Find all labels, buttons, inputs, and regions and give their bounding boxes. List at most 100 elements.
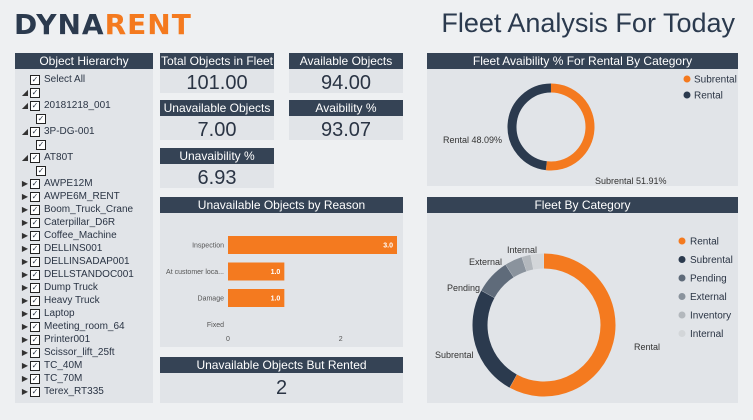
hierarchy-item[interactable]: ▶ ✓ Dump Truck xyxy=(21,281,153,294)
chevron-down-icon[interactable]: ◢ xyxy=(21,127,29,136)
hierarchy-item[interactable]: ▶ ✓ Heavy Truck xyxy=(21,294,153,307)
chevron-right-icon[interactable]: ▶ xyxy=(21,231,29,240)
item-checkbox[interactable]: ✓ xyxy=(30,321,40,332)
chevron-right-icon[interactable]: ▶ xyxy=(21,296,29,305)
chevron-right-icon[interactable]: ▶ xyxy=(21,257,29,266)
hierarchy-item[interactable]: ▶ ✓ AWPE12M xyxy=(21,177,153,190)
chevron-down-icon[interactable]: ◢ xyxy=(21,101,29,110)
root-checkbox[interactable]: ✓ xyxy=(30,87,40,98)
item-checkbox[interactable]: ✓ xyxy=(30,360,40,371)
item-checkbox[interactable]: ✓ xyxy=(30,386,40,397)
brand-logo: DYNARENT xyxy=(14,8,192,41)
chevron-right-icon[interactable]: ▶ xyxy=(21,335,29,344)
hierarchy-item[interactable]: ▶ ✓ Caterpillar_D6R xyxy=(21,216,153,229)
donut1-slice[interactable] xyxy=(507,83,552,171)
chevron-right-icon[interactable]: ▶ xyxy=(21,205,29,214)
hierarchy-item[interactable]: ◢ ✓ 20181218_001 xyxy=(21,99,153,112)
hierarchy-item[interactable]: ▶ ✓ DELLINS001 xyxy=(21,242,153,255)
hierarchy-item[interactable]: ▶ ✓ Boom_Truck_Crane xyxy=(21,203,153,216)
chevron-right-icon[interactable]: ▶ xyxy=(21,374,29,383)
hierarchy-subitem[interactable]: ✓ xyxy=(21,164,153,177)
item-checkbox[interactable]: ✓ xyxy=(30,295,40,306)
hierarchy-item[interactable]: ▶ ✓ DELLSTANDOC001 xyxy=(21,268,153,281)
item-checkbox[interactable]: ✓ xyxy=(30,100,40,111)
hierarchy-tree: ✓ Select All ◢ ✓ ◢ ✓ 20181218_001 ✓ ◢ ✓ 3P-DG-… xyxy=(15,69,153,398)
chevron-down-icon[interactable]: ◢ xyxy=(21,153,29,162)
item-checkbox[interactable]: ✓ xyxy=(30,256,40,267)
legend-marker xyxy=(678,330,686,337)
chevron-right-icon[interactable]: ▶ xyxy=(21,270,29,279)
hierarchy-item[interactable]: ◢ ✓ AT80T xyxy=(21,151,153,164)
kpi-available-title: Available Objects xyxy=(289,53,403,69)
item-checkbox[interactable]: ✓ xyxy=(30,308,40,319)
chevron-right-icon[interactable]: ▶ xyxy=(21,179,29,188)
donut2-slice[interactable] xyxy=(509,253,616,397)
item-checkbox[interactable]: ✓ xyxy=(30,373,40,384)
donut2-slice[interactable] xyxy=(521,254,534,272)
chevron-right-icon[interactable]: ▶ xyxy=(21,322,29,331)
bar[interactable] xyxy=(228,289,285,307)
hierarchy-item[interactable]: ◢ ✓ 3P-DG-001 xyxy=(21,125,153,138)
hierarchy-item[interactable]: ▶ ✓ Scissor_lift_25ft xyxy=(21,346,153,359)
item-checkbox[interactable]: ✓ xyxy=(30,191,40,202)
hierarchy-item[interactable]: ▶ ✓ AWPE6M_RENT xyxy=(21,190,153,203)
item-checkbox[interactable]: ✓ xyxy=(30,282,40,293)
donut2-slice[interactable] xyxy=(472,290,518,388)
hierarchy-item[interactable]: ▶ ✓ Meeting_room_64 xyxy=(21,320,153,333)
item-checkbox[interactable]: ✓ xyxy=(30,334,40,345)
hierarchy-item[interactable]: ▶ ✓ Terex_RT335 xyxy=(21,385,153,398)
donut2-slice[interactable] xyxy=(530,253,544,270)
item-checkbox[interactable]: ✓ xyxy=(30,217,40,228)
chevron-right-icon[interactable]: ▶ xyxy=(21,361,29,370)
chevron-right-icon[interactable]: ▶ xyxy=(21,283,29,292)
subitem-checkbox[interactable]: ✓ xyxy=(36,139,46,150)
legend-label: Subrental xyxy=(690,255,733,266)
donut1-slice[interactable] xyxy=(545,83,595,171)
root-node-row[interactable]: ◢ ✓ xyxy=(21,86,153,99)
bar-category-label: At customer loca... xyxy=(166,269,224,276)
object-hierarchy-title: Object Hierarchy xyxy=(15,53,153,69)
legend-marker xyxy=(683,91,691,99)
hierarchy-subitem[interactable]: ✓ xyxy=(21,112,153,125)
hierarchy-item[interactable]: ▶ ✓ Printer001 xyxy=(21,333,153,346)
hierarchy-item[interactable]: ▶ ✓ TC_40M xyxy=(21,359,153,372)
hierarchy-subitem[interactable]: ✓ xyxy=(21,138,153,151)
subitem-checkbox[interactable]: ✓ xyxy=(36,165,46,176)
donut2-outer-label: Pending xyxy=(447,283,480,293)
kpi-availability-value: 93.07 xyxy=(320,119,372,141)
chevron-right-icon[interactable]: ▶ xyxy=(21,218,29,227)
chevron-down-icon[interactable]: ◢ xyxy=(21,88,29,97)
chevron-right-icon[interactable]: ▶ xyxy=(21,244,29,253)
item-checkbox[interactable]: ✓ xyxy=(30,204,40,215)
bar-value-label: 1.0 xyxy=(271,296,281,303)
subitem-checkbox[interactable]: ✓ xyxy=(36,113,46,124)
hierarchy-item[interactable]: ▶ ✓ DELLINSADAP001 xyxy=(21,255,153,268)
bar-category-label: Fixed xyxy=(207,322,224,329)
item-checkbox[interactable]: ✓ xyxy=(30,152,40,163)
hierarchy-item[interactable]: ▶ ✓ TC_70M xyxy=(21,372,153,385)
select-all-row[interactable]: ✓ Select All xyxy=(21,73,153,86)
chevron-right-icon[interactable]: ▶ xyxy=(21,348,29,357)
bar[interactable] xyxy=(228,236,397,254)
item-checkbox[interactable]: ✓ xyxy=(30,126,40,137)
donut2-slice[interactable] xyxy=(481,264,514,299)
item-checkbox[interactable]: ✓ xyxy=(30,269,40,280)
hierarchy-item[interactable]: ▶ ✓ Laptop xyxy=(21,307,153,320)
kpi-total-title: Total Objects in Fleet xyxy=(160,53,274,69)
object-hierarchy-panel: Object Hierarchy ✓ Select All ◢ ✓ ◢ ✓ 2018… xyxy=(15,53,153,403)
chevron-right-icon[interactable]: ▶ xyxy=(21,192,29,201)
chevron-right-icon[interactable]: ▶ xyxy=(21,309,29,318)
legend-marker xyxy=(678,293,686,300)
legend-marker xyxy=(678,311,686,319)
item-checkbox[interactable]: ✓ xyxy=(30,230,40,241)
item-checkbox[interactable]: ✓ xyxy=(30,243,40,254)
chevron-right-icon[interactable]: ▶ xyxy=(21,387,29,396)
select-all-checkbox[interactable]: ✓ xyxy=(30,74,40,85)
item-checkbox[interactable]: ✓ xyxy=(30,178,40,189)
legend-marker xyxy=(678,237,686,245)
donut2-slice[interactable] xyxy=(505,257,527,278)
bar[interactable] xyxy=(228,262,285,281)
hierarchy-item-label: Dump Truck xyxy=(44,282,98,293)
hierarchy-item[interactable]: ▶ ✓ Coffee_Machine xyxy=(21,229,153,242)
item-checkbox[interactable]: ✓ xyxy=(30,347,40,358)
